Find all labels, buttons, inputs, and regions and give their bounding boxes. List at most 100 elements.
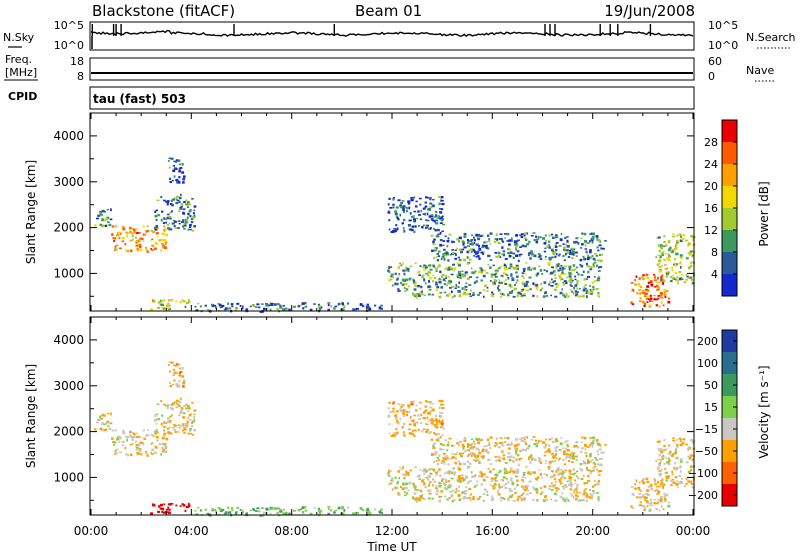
power-cell (191, 198, 194, 200)
power-cell (467, 257, 470, 259)
power-cell (461, 248, 465, 251)
power-cell (562, 255, 565, 258)
velocity-cell (565, 497, 568, 500)
power-cell (512, 267, 516, 270)
power-cell (563, 280, 567, 283)
velocity-cell (643, 509, 646, 511)
power-cell (178, 181, 181, 184)
power-cell (158, 214, 161, 217)
power-cell (470, 267, 473, 270)
power-cell (494, 275, 497, 279)
power-cell (407, 202, 411, 205)
power-cell (188, 226, 192, 228)
power-cell (577, 295, 581, 298)
velocity-cell (438, 499, 442, 503)
power-cell (173, 175, 176, 178)
power-cell (667, 240, 671, 244)
power-cell (497, 289, 501, 292)
power-cell (100, 213, 103, 216)
power-cell (428, 280, 430, 283)
power-cell (559, 276, 562, 279)
velocity-cell (601, 451, 605, 454)
velocity-cell (589, 455, 592, 458)
velocity-cell (182, 379, 186, 382)
power-cell (125, 231, 128, 234)
velocity-cell (552, 440, 555, 443)
power-cell (523, 232, 527, 234)
velocity-cell (462, 479, 465, 482)
velocity-cell (533, 443, 537, 446)
power-cell (352, 308, 356, 311)
power-cell (154, 229, 158, 231)
velocity-cell (433, 468, 436, 471)
power-cell (435, 256, 438, 258)
power-cell (679, 239, 683, 243)
power-cell (101, 218, 104, 222)
power-cell (175, 198, 178, 201)
power-cell (497, 267, 501, 270)
power-cell (664, 263, 667, 266)
power-cell (170, 299, 174, 301)
velocity-cell (482, 493, 486, 496)
power-cell (444, 235, 447, 238)
velocity-cell (524, 441, 527, 444)
velocity-cell (446, 444, 450, 447)
velocity-cell (428, 475, 432, 478)
power-cell (523, 284, 527, 288)
velocity-cell (396, 432, 398, 435)
power-cell (380, 307, 383, 310)
velocity-cell (193, 429, 196, 432)
power-cell (565, 243, 567, 246)
power-cell (178, 176, 181, 179)
velocity-cell (478, 461, 481, 464)
power-cell (333, 307, 336, 310)
velocity-cell (596, 441, 599, 443)
velocity-cell (471, 447, 474, 450)
velocity-cell (167, 404, 170, 408)
power-cell (414, 262, 417, 264)
noise-spikes (91, 24, 652, 49)
power-cell (460, 250, 463, 254)
velocity-cell (476, 454, 480, 457)
velocity-cell (432, 419, 435, 422)
power-cell (642, 277, 644, 280)
velocity-cell (435, 474, 438, 476)
power-cell (505, 279, 507, 281)
power-cell (135, 240, 138, 243)
power-cell (164, 228, 167, 231)
velocity-ytick-1000: 1000 (53, 470, 84, 484)
power-cell (562, 293, 565, 295)
velocity-cell (435, 426, 439, 429)
velocity-cell (513, 461, 515, 463)
power-cell (562, 246, 566, 249)
velocity-cell (450, 477, 454, 480)
velocity-cell (471, 446, 474, 448)
velocity-cell (327, 512, 330, 515)
power-cell (181, 221, 184, 223)
velocity-cell (343, 509, 346, 512)
velocity-cell (589, 444, 591, 447)
power-cell (557, 263, 560, 266)
velocity-cell (678, 481, 682, 485)
power-cell (437, 278, 440, 281)
velocity-cell (378, 510, 382, 514)
velocity-cell (197, 506, 200, 509)
power-cell (546, 245, 549, 249)
velocity-cell (444, 439, 447, 442)
velocity-cell (586, 469, 590, 472)
velocity-cell (199, 509, 202, 512)
velocity-cell (507, 497, 510, 501)
velocity-cell (169, 432, 173, 435)
power-cell (161, 246, 165, 249)
velocity-cell (204, 508, 207, 511)
velocity-cell (509, 455, 513, 458)
velocity-cell (456, 451, 458, 454)
power-cell (520, 290, 524, 293)
velocity-cell (429, 480, 433, 483)
power-cell (142, 225, 145, 228)
velocity-cell (583, 460, 585, 464)
power-cell (282, 308, 284, 311)
velocity-cell (685, 478, 688, 480)
velocity-cell (487, 458, 490, 462)
power-cell (482, 253, 484, 255)
